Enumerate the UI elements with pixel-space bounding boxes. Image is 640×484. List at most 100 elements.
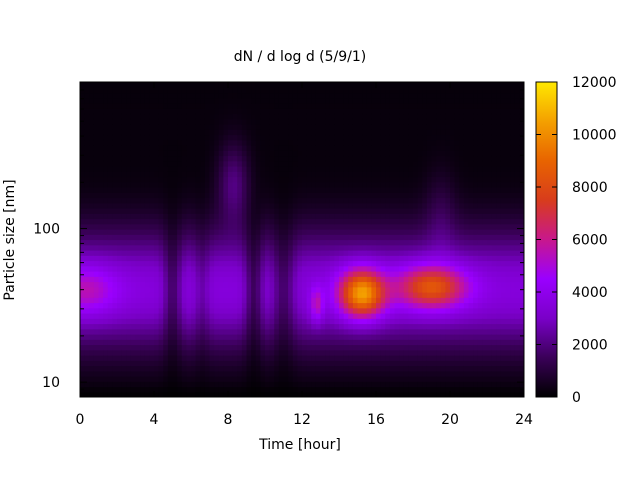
heatmap-cell (450, 297, 456, 304)
heatmap-cell (218, 229, 224, 235)
heatmap-cell (292, 391, 298, 397)
heatmap-cell (413, 108, 419, 115)
heatmap-cell (251, 118, 257, 125)
heatmap-cell (93, 223, 100, 230)
heatmap-cell (362, 365, 368, 372)
heatmap-cell (436, 355, 442, 361)
heatmap-cell (135, 370, 141, 377)
heatmap-cell (436, 307, 442, 314)
heatmap-cell (315, 386, 322, 393)
heatmap-cell (329, 323, 335, 330)
heatmap-cell (255, 323, 261, 330)
heatmap-cell (130, 166, 137, 172)
heatmap-cell (445, 155, 451, 162)
heatmap-cell (403, 292, 409, 298)
heatmap-cell (191, 276, 197, 283)
heatmap-cell (167, 360, 174, 367)
heatmap-cell (274, 202, 280, 209)
heatmap-cell (223, 339, 229, 346)
heatmap-cell (288, 87, 294, 94)
heatmap-cell (426, 307, 433, 314)
heatmap-cell (204, 208, 211, 214)
heatmap-cell (214, 234, 220, 241)
heatmap-cell (223, 255, 229, 262)
heatmap-cell (265, 244, 271, 251)
heatmap-cell (80, 297, 86, 304)
heatmap-cell (385, 292, 391, 298)
heatmap-cell (450, 134, 456, 141)
heatmap-cell (436, 97, 442, 104)
heatmap-cell (366, 229, 372, 235)
heatmap-cell (352, 197, 359, 204)
heatmap-cell (389, 155, 396, 162)
heatmap-cell (218, 302, 224, 309)
heatmap-cell (246, 250, 252, 256)
heatmap-cell (334, 370, 340, 377)
heatmap-cell (431, 386, 437, 393)
heatmap-cell (84, 318, 90, 325)
heatmap-cell (172, 286, 178, 293)
heatmap-cell (380, 292, 386, 298)
heatmap-cell (325, 124, 331, 130)
heatmap-cell (315, 92, 322, 99)
heatmap-cell (288, 370, 294, 377)
heatmap-cell (163, 307, 169, 314)
heatmap-cell (380, 118, 386, 125)
heatmap-cell (204, 318, 211, 325)
heatmap-cell (408, 176, 414, 183)
heatmap-cell (352, 239, 359, 246)
heatmap-cell (117, 134, 123, 141)
heatmap-cell (84, 365, 90, 372)
heatmap-cell (255, 339, 261, 346)
heatmap-cell (172, 118, 178, 125)
heatmap-cell (413, 355, 419, 361)
heatmap-cell (394, 103, 400, 109)
heatmap-cell (144, 355, 150, 361)
heatmap-cell (269, 208, 275, 214)
heatmap-cell (158, 124, 164, 130)
heatmap-cell (223, 323, 229, 330)
heatmap-cell (126, 103, 132, 109)
heatmap-cell (89, 150, 95, 157)
heatmap-cell (135, 265, 141, 272)
heatmap-cell (98, 260, 104, 267)
heatmap-cell (260, 208, 266, 214)
heatmap-cell (200, 134, 206, 141)
heatmap-cell (269, 197, 275, 204)
heatmap-cell (195, 129, 201, 136)
heatmap-cell (255, 239, 261, 246)
heatmap-cell (246, 286, 252, 293)
heatmap-cell (436, 239, 442, 246)
heatmap-cell (177, 313, 183, 319)
heatmap-cell (214, 292, 220, 298)
heatmap-cell (292, 339, 298, 346)
heatmap-cell (255, 376, 261, 382)
heatmap-cell (93, 166, 100, 172)
heatmap-cell (260, 181, 266, 188)
heatmap-cell (214, 239, 220, 246)
heatmap-cell (158, 239, 164, 246)
heatmap-cell (422, 255, 428, 262)
heatmap-cell (241, 197, 248, 204)
heatmap-cell (274, 223, 280, 230)
heatmap-cell (422, 124, 428, 130)
heatmap-cell (325, 192, 331, 199)
heatmap-cell (454, 376, 460, 382)
heatmap-cell (450, 328, 456, 335)
heatmap-cell (422, 150, 428, 157)
heatmap-cell (130, 160, 137, 167)
heatmap-cell (357, 370, 363, 377)
heatmap-cell (218, 292, 224, 298)
heatmap-cell (144, 223, 150, 230)
heatmap-cell (181, 97, 187, 104)
heatmap-cell (84, 218, 90, 225)
heatmap-cell (315, 318, 322, 325)
heatmap-cell (352, 328, 359, 335)
heatmap-cell (343, 292, 349, 298)
heatmap-cell (389, 250, 396, 256)
heatmap-cell (463, 318, 470, 325)
heatmap-cell (158, 281, 164, 288)
heatmap-cell (260, 129, 266, 136)
heatmap-cell (334, 218, 340, 225)
heatmap-cell (357, 313, 363, 319)
